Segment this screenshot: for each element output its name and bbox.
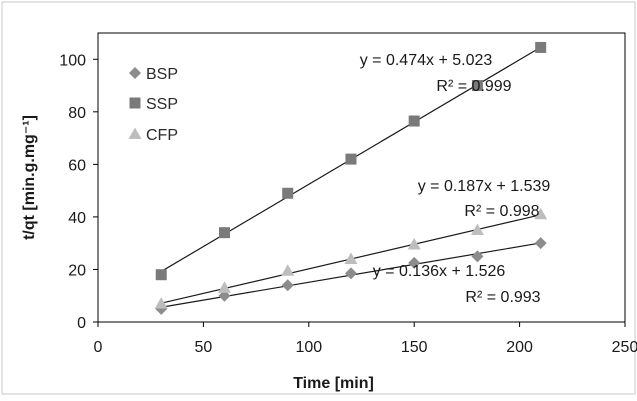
data-point-bsp xyxy=(344,267,357,280)
trendline-equation-bsp: y = 0.136x + 1.526 xyxy=(373,263,506,280)
legend-label-ssp: SSP xyxy=(146,96,178,113)
y-tick-label: 80 xyxy=(68,105,86,122)
trendline-equation-cfp: y = 0.187x + 1.539 xyxy=(418,178,551,195)
legend-marker-ssp xyxy=(129,97,141,109)
x-axis-title: Time [min] xyxy=(293,375,374,392)
legend-label-bsp: BSP xyxy=(146,66,178,83)
x-tick-label: 100 xyxy=(295,339,322,356)
trendline-r2-ssp: R² = 0.999 xyxy=(436,78,511,95)
legend-marker-cfp xyxy=(128,127,142,139)
legend-marker-bsp xyxy=(129,67,141,79)
plot-area: 0 50 100 150 200 250 0 20 40 60 80 100 Time [min] t/q… xyxy=(21,32,637,392)
x-tick-label: 200 xyxy=(506,339,533,356)
data-point-cfp xyxy=(344,252,358,264)
figure-border xyxy=(1,1,636,395)
data-point-cfp xyxy=(154,297,168,309)
y-axis-title: t/qt [min.g.mg⁻¹] xyxy=(21,115,38,240)
data-point-cfp xyxy=(281,264,295,276)
plot-frame xyxy=(97,32,626,323)
trendline-r2-bsp: R² = 0.993 xyxy=(465,289,540,306)
y-tick-label: 100 xyxy=(59,52,86,69)
x-tick-label: 50 xyxy=(195,339,213,356)
data-point-cfp xyxy=(534,207,548,220)
data-point-ssp xyxy=(535,41,547,53)
y-tick-label: 40 xyxy=(68,210,86,227)
x-tick-label: 250 xyxy=(612,339,637,356)
trendline-equation-ssp: y = 0.474x + 5.023 xyxy=(360,52,493,69)
data-point-ssp xyxy=(345,153,357,165)
data-point-bsp xyxy=(281,279,294,292)
x-tick-label: 150 xyxy=(401,339,428,356)
data-point-cfp xyxy=(407,237,421,250)
data-point-ssp xyxy=(155,269,167,281)
trendline-r2-cfp: R² = 0.998 xyxy=(464,203,539,220)
data-point-ssp xyxy=(471,80,483,92)
data-point-cfp xyxy=(217,281,231,293)
y-tick-label: 60 xyxy=(68,157,86,174)
data-point-ssp xyxy=(218,227,230,239)
data-point-cfp xyxy=(470,223,484,236)
x-tick-label: 0 xyxy=(94,339,103,356)
data-point-bsp xyxy=(471,250,484,263)
data-point-ssp xyxy=(282,187,294,199)
legend-label-cfp: CFP xyxy=(146,127,178,144)
data-point-bsp xyxy=(534,237,547,250)
y-tick-label: 20 xyxy=(68,262,86,279)
data-point-ssp xyxy=(408,115,420,127)
y-tick-label: 0 xyxy=(77,315,86,332)
data-point-bsp xyxy=(408,256,421,269)
